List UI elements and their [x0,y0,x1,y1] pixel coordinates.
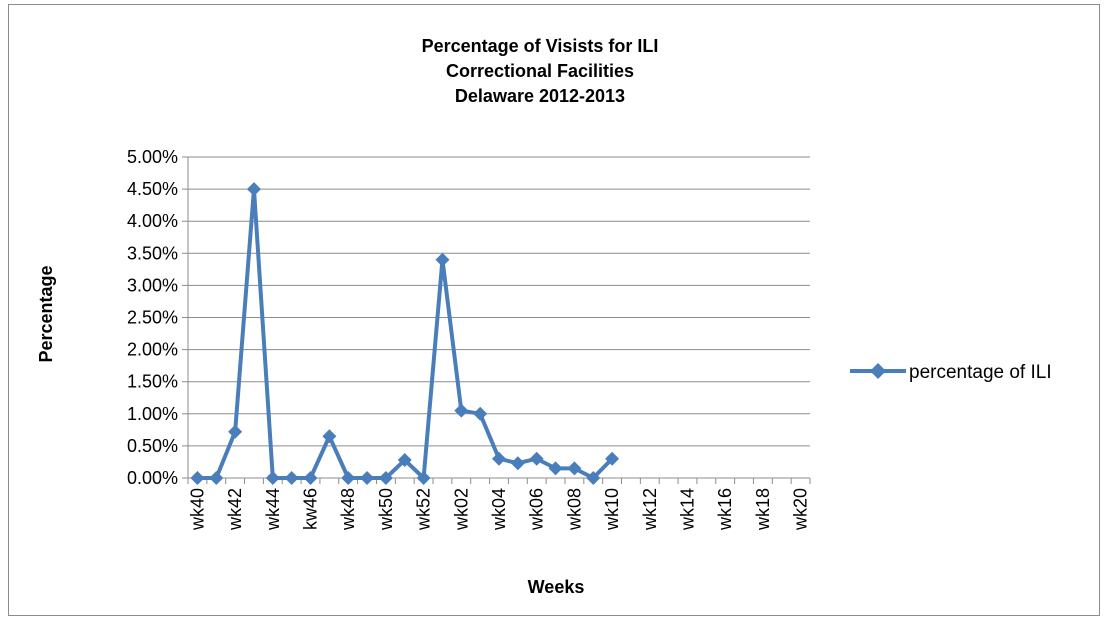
data-point [397,453,412,468]
x-tick-label: wk10 [602,488,622,531]
data-point [529,451,544,466]
data-point [605,451,620,466]
data-point [265,471,280,485]
legend: percentage of ILI [850,362,1052,383]
data-point [510,456,525,471]
data-point [416,471,431,485]
x-tick-label: kw46 [301,488,321,530]
y-axis-label: Percentage [36,265,56,362]
x-tick-label: wk12 [640,488,660,531]
x-tick-label: wk48 [338,488,358,531]
x-tick-label: wk16 [715,488,735,531]
y-tick-label: 1.50% [127,372,178,392]
data-point [567,461,582,476]
legend-label: percentage of ILI [909,362,1052,383]
data-point [284,471,299,485]
data-point [322,429,337,444]
y-tick-label: 5.00% [127,147,178,167]
y-tick-label: 2.00% [127,340,178,360]
y-tick-label: 4.00% [127,211,178,231]
data-point [209,471,224,485]
data-point [360,471,375,485]
x-tick-label: wk18 [753,488,773,531]
y-axis-ticks: 0.00% 0.50% 1.00% 1.50% 2.00% 2.50% 3.00% 3.50%… [127,147,178,488]
x-tick-label: wk44 [263,488,283,531]
y-tick-label: 3.50% [127,243,178,263]
x-axis-label: Weeks [528,577,585,597]
y-tick-label: 1.00% [127,404,178,424]
data-point [228,424,243,439]
x-tick-label: wk06 [527,488,547,531]
data-point [548,461,563,476]
x-tick-label: wk08 [564,488,584,531]
y-tick-label: 2.50% [127,308,178,328]
x-tick-label: wk14 [677,488,697,531]
x-tick-label: wk20 [791,488,811,531]
data-point [190,471,205,485]
legend-marker [870,363,886,379]
data-point [341,471,356,485]
data-point [454,403,469,418]
data-point [435,252,450,267]
x-tick-label: wk42 [225,488,245,531]
x-axis-ticks: wk40 wk42 wk44 kw46 wk48 wk50 wk52 wk02 wk04 wk06… [187,478,811,531]
y-tick-label: 0.50% [127,436,178,456]
y-tick-label: 4.50% [127,179,178,199]
x-tick-label: wk04 [489,488,509,531]
data-point [246,182,261,197]
data-point [586,471,601,485]
x-tick-label: wk40 [187,488,207,531]
x-tick-label: wk50 [376,488,396,531]
series-line [197,187,614,480]
data-point [303,471,318,485]
chart-title-line-3: Delaware 2012-2013 [455,86,625,106]
data-point [378,471,393,485]
x-tick-label: wk02 [451,488,471,531]
chart-title-line-2: Correctional Facilities [446,61,634,81]
x-tick-label: wk52 [414,488,434,531]
series-group [190,182,620,485]
data-point [473,406,488,421]
chart-title-line-1: Percentage of Visists for ILI [422,36,659,56]
chart-frame [8,4,1100,616]
data-point [492,451,506,466]
y-tick-label: 3.00% [127,275,178,295]
y-tick-label: 0.00% [127,468,178,488]
gridlines [182,156,810,479]
